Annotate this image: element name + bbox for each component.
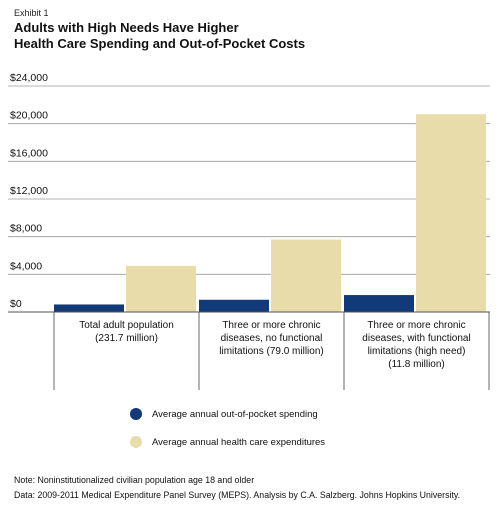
bar-out-of-pocket: [54, 304, 124, 312]
legend-swatch-expenditures: [130, 436, 142, 448]
bar-out-of-pocket: [344, 295, 414, 312]
legend-swatch-out-of-pocket: [130, 408, 142, 420]
y-tick-label: $8,000: [10, 223, 42, 235]
x-category-label: limitations (79.0 million): [219, 346, 323, 357]
x-category-label: diseases, no functional: [221, 333, 323, 344]
chart-title-line-2: Health Care Spending and Out-of-Pocket C…: [14, 36, 306, 51]
x-category-label: (11.8 million): [388, 359, 445, 370]
bar-out-of-pocket: [199, 299, 269, 312]
footnote: Note: Noninstitutionalized civilian popu…: [14, 475, 255, 485]
bar-expenditures: [126, 265, 196, 312]
y-tick-label: $20,000: [10, 110, 48, 122]
x-category-label: (231.7 million): [95, 333, 158, 344]
legend-item-expenditures: Average annual health care expenditures: [130, 436, 325, 448]
legend-label-expenditures: Average annual health care expenditures: [152, 436, 326, 448]
y-tick-label: $24,000: [10, 72, 48, 84]
y-tick-label: $0: [10, 298, 22, 310]
y-tick-label: $4,000: [10, 260, 42, 272]
x-category-label: diseases, with functional: [362, 333, 470, 344]
x-category-label: Total adult population: [79, 320, 174, 331]
data-source-note: Data: 2009-2011 Medical Expenditure Pane…: [14, 490, 461, 500]
x-category-label: Three or more chronic: [367, 320, 465, 331]
y-tick-label: $12,000: [10, 185, 48, 197]
legend-item-out-of-pocket: Average annual out-of-pocket spending: [130, 408, 318, 420]
chart-title-line-1: Adults with High Needs Have Higher: [14, 20, 239, 35]
exhibit-label: Exhibit 1: [14, 8, 49, 18]
bar-chart: $0 $4,000 $8,000 $12,000 $16,000 $20,000 $24,0…: [8, 72, 490, 390]
legend-label-out-of-pocket: Average annual out-of-pocket spending: [152, 408, 318, 420]
x-category-label: limitations (high need): [368, 346, 466, 357]
bar-expenditures: [416, 114, 486, 312]
y-tick-label: $16,000: [10, 147, 48, 159]
chart-title: Adults with High Needs Have Higher Healt…: [14, 20, 305, 52]
x-category-label: Three or more chronic: [222, 320, 320, 331]
bar-expenditures: [271, 239, 341, 312]
